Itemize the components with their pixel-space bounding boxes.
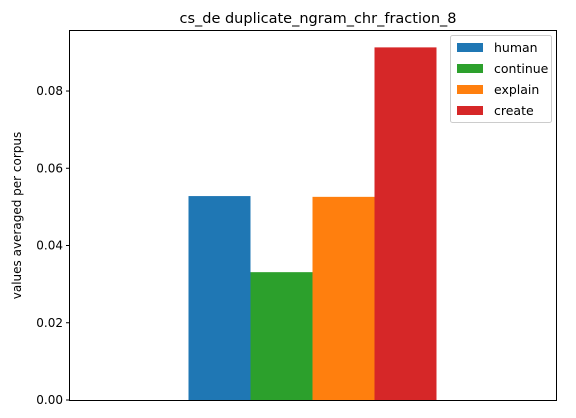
legend-swatch-human: [457, 43, 483, 52]
bars-layer: [188, 47, 437, 401]
legend-label-create: create: [494, 103, 534, 118]
y-axis-label: values averaged per corpus: [10, 132, 24, 300]
legend-swatch-continue: [457, 64, 483, 73]
y-tick-label: 0.06: [36, 161, 63, 175]
y-tick-label: 0.02: [36, 316, 63, 330]
plot-frame: [69, 30, 557, 401]
bar-explain: [312, 196, 375, 400]
chart-title: cs_de duplicate_ngram_chr_fraction_8: [179, 11, 456, 27]
y-tick-label: 0.04: [36, 239, 63, 253]
legend-label-human: human: [494, 40, 538, 55]
y-tick-label: 0.08: [36, 84, 63, 98]
bar-create: [374, 47, 437, 401]
legend-swatch-create: [457, 106, 483, 115]
legend: human continue explain create: [450, 35, 552, 123]
legend-label-continue: continue: [494, 61, 549, 76]
y-tick-label: 0.00: [36, 393, 63, 407]
y-axis-ticks: 0.00 0.02 0.04 0.06 0.08: [36, 84, 70, 407]
bar-continue: [250, 272, 313, 400]
legend-label-explain: explain: [494, 82, 539, 97]
bar-human: [188, 196, 251, 400]
legend-swatch-explain: [457, 85, 483, 94]
legend-box: [450, 35, 552, 123]
